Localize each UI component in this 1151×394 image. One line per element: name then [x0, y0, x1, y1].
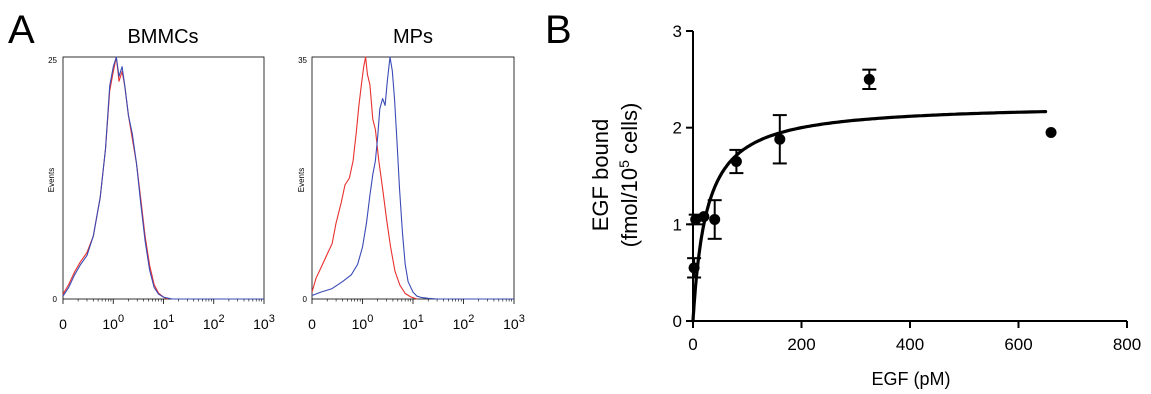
plot-frame: [311, 56, 515, 300]
x-tick-label: 102: [203, 313, 225, 332]
y-tick-label: 0: [673, 312, 682, 331]
data-point: [730, 156, 742, 167]
data-point: [1045, 127, 1057, 138]
histogram-trace: [311, 56, 418, 300]
fit-curve: [691, 109, 1048, 323]
x-tick-label: 0: [308, 316, 316, 332]
x-axis-label: EGF (pM): [872, 369, 951, 389]
data-point: [863, 73, 875, 85]
x-tick-label: 200: [787, 335, 815, 354]
x-tick-label: 100: [352, 313, 374, 332]
x-tick-label: 0: [59, 316, 67, 332]
x-tick-label: 101: [402, 313, 424, 332]
x-tick-label: 101: [153, 313, 175, 332]
x-tick-label: 600: [1004, 335, 1032, 354]
binding-plot: EGF bound (fmol/105 cells) EGF (pM) 0 1 2 3…: [588, 22, 1141, 389]
y-axis-label: Events: [297, 168, 306, 192]
y-label-superscript: 5: [616, 160, 632, 168]
histogram-mps: MPs 35 0 Events 0 100 101 102 103: [297, 26, 525, 332]
panel-b-letter: B: [545, 8, 572, 52]
y-axis-label: Events: [47, 168, 56, 192]
panel-a-letter: A: [8, 8, 35, 52]
x-tick-label: 102: [453, 313, 475, 332]
data-point: [774, 133, 786, 145]
x-tick-label: 103: [253, 313, 275, 332]
data-point: [709, 214, 721, 225]
histogram-trace: [62, 56, 264, 300]
histogram-bmmcs: BMMCs 25 0 Events 0 100 101 102 103: [47, 26, 275, 332]
histogram-trace: [311, 56, 514, 300]
y-min-label: 0: [53, 295, 58, 304]
y-axis-label-line2: (fmol/105 cells): [616, 103, 642, 248]
y-min-label: 0: [303, 295, 308, 304]
x-tick-label: 103: [503, 313, 525, 332]
x-tick-label: 0: [688, 335, 697, 354]
y-max-label: 25: [48, 56, 57, 65]
histogram-title: BMMCs: [127, 26, 198, 48]
y-label-suffix: cells): [617, 103, 642, 160]
x-tick-label: 100: [102, 313, 124, 332]
y-axis-label-line1: EGF bound: [588, 119, 613, 232]
x-tick-label: 800: [1113, 335, 1141, 354]
histogram-title: MPs: [393, 26, 433, 48]
x-tick-label: 400: [896, 335, 924, 354]
histogram-trace: [62, 56, 168, 300]
y-label-prefix: (fmol/10: [617, 168, 642, 247]
plot-frame: [62, 56, 265, 300]
y-tick-label: 3: [673, 22, 682, 41]
y-tick-label: 1: [673, 215, 682, 234]
data-point: [688, 262, 700, 274]
y-tick-label: 2: [673, 119, 682, 138]
y-max-label: 35: [298, 56, 307, 65]
data-point: [698, 211, 710, 223]
